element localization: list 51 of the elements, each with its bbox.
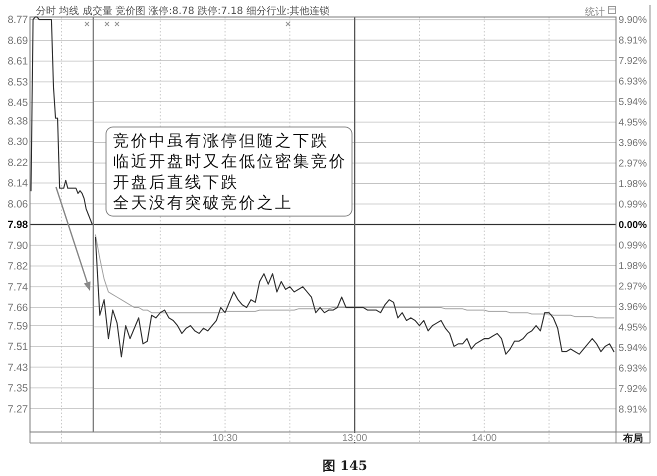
y-tick-label: 7.27 [8,403,28,416]
y-tick-label: 7.51 [8,341,28,353]
y-tick-label: 7.90 [8,240,28,252]
y2-tick-label: 2.97% [618,281,647,292]
y-tick-label: 8.06 [8,198,28,210]
y2-tick-label: 6.93% [618,363,647,374]
y2-tick-label: 1.98% [618,179,647,190]
caption: 图 145 [322,459,368,474]
y2-tick-label: 0.00% [618,220,647,231]
y2-tick-label: 0.99% [618,200,647,211]
y-tick-label: 8.38 [8,115,28,128]
note-line: 临近开盘时又在低位密集竞价 [113,152,347,171]
y-tick-label: 8.53 [8,76,28,88]
x-tick-label: 13:00 [342,433,368,444]
y-tick-label: 8.69 [8,34,28,47]
y-tick-label: 7.82 [8,260,28,273]
y2-tick-label: 0.99% [618,240,647,252]
y2-tick-label: 7.92% [618,56,647,68]
y-tick-label: 7.35 [8,382,28,394]
x-tick-label: 10:30 [212,433,238,444]
x-tick-label: 14:00 [472,433,497,444]
note-line: 竞价中虽有涨停但随之下跌 [113,131,329,150]
y2-tick-label: 3.96% [618,302,647,313]
note-line: 全天没有突破竞价之上 [113,193,293,212]
y2-tick-label: 2.97% [618,158,647,170]
note-line: 开盘后直线下跌 [113,172,239,192]
y-tick-label: 8.45 [8,97,28,110]
button-layout: 布局 [623,434,643,444]
y-tick-label: 7.43 [8,362,28,374]
y-tick-label: 8.14 [8,178,28,190]
y-tick-label: 7.98 [8,219,28,232]
y2-tick-label: 5.94% [618,342,647,354]
y2-tick-label: 3.96% [618,138,647,150]
y-tick-label: 8.77 [8,14,28,26]
y2-tick-label: 8.91% [618,404,647,416]
y2-tick-label: 9.90% [618,15,647,26]
y-tick-label: 7.66 [8,302,28,314]
y-tick-label: 7.59 [8,320,28,332]
y2-tick-label: 4.95% [618,118,647,129]
y2-tick-label: 1.98% [618,260,647,272]
button-stats: 统计 [585,7,605,18]
title: 分时 均线 成交量 竞价图 涨停:8.78 跌停:7.18 细分行业:其他连锁 [36,6,330,17]
y2-tick-label: 6.93% [618,76,647,88]
y-tick-label: 7.74 [8,281,28,294]
y2-tick-label: 4.95% [618,322,647,334]
y2-tick-label: 7.92% [618,384,647,395]
y2-tick-label: 8.91% [618,36,647,47]
y2-tick-label: 5.94% [618,97,647,108]
y-tick-label: 8.61 [8,56,28,68]
y-tick-label: 8.30 [8,136,28,148]
y-tick-label: 8.22 [8,156,28,169]
